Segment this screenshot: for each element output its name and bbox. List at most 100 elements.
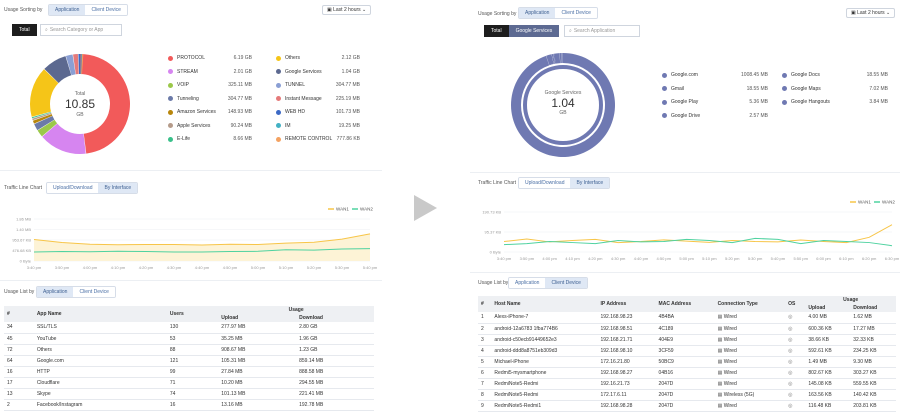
table-row[interactable]: 4 android-ddd8a8751eb309d3 192.168.98.10 3C… xyxy=(478,345,896,356)
legend-item[interactable]: Google Play xyxy=(662,99,698,105)
time-range-dropdown[interactable]: ▣ Last 2 hours ⌄ xyxy=(846,8,896,18)
sort-tab-client-device[interactable]: Client Device xyxy=(85,5,127,15)
table-row[interactable]: 1 Alexs-iPhone-7 192.168.98.23 4B4BA ▦ Wired… xyxy=(478,312,896,323)
legend-item[interactable]: TUNNEL xyxy=(276,82,305,88)
col-num[interactable]: # xyxy=(481,301,484,307)
search-input[interactable]: ⌕ Search Application xyxy=(564,25,640,37)
col-ip[interactable]: IP Address xyxy=(600,301,627,307)
donut-slice-5[interactable] xyxy=(32,112,52,121)
play-icon[interactable] xyxy=(410,194,438,222)
col-connection[interactable]: Connection Type xyxy=(717,301,758,307)
table-row[interactable]: 17 Cloudflare 71 10.20 MB 294.55 MB xyxy=(4,377,374,388)
donut-slice-7[interactable] xyxy=(29,69,59,117)
donut-slice-1[interactable] xyxy=(42,123,86,154)
list-tab-client-device[interactable]: Client Device xyxy=(545,278,587,288)
legend-item[interactable]: PROTOCOL xyxy=(168,55,205,61)
donut-slice-6[interactable] xyxy=(31,111,52,119)
col-upload[interactable]: Upload xyxy=(221,315,239,321)
series-line-wan2[interactable] xyxy=(503,237,893,247)
donut-slice-6[interactable] xyxy=(561,53,563,64)
donut-slice-2[interactable] xyxy=(551,53,555,65)
donut-unit: GB xyxy=(559,110,567,116)
legend-item[interactable]: WEB HD xyxy=(276,109,305,115)
col-os[interactable]: OS xyxy=(788,301,796,307)
legend-item[interactable]: Google Services xyxy=(276,69,322,75)
donut-slice-3[interactable] xyxy=(553,53,556,64)
sort-tab-client-device[interactable]: Client Device xyxy=(555,8,597,18)
table-row[interactable]: 2 android-12a6783 1fba774B6 192.168.98.51 4… xyxy=(478,323,896,334)
col-host-name[interactable]: Host Name xyxy=(494,301,521,307)
legend-item[interactable]: Others xyxy=(276,55,300,61)
legend-item[interactable]: Instant Message xyxy=(276,96,322,102)
donut-slice-12[interactable] xyxy=(80,54,82,75)
col-download[interactable]: Download xyxy=(853,305,878,311)
col-num[interactable]: # xyxy=(7,311,10,317)
table-row[interactable]: 16 HTTP 99 27.84 MB 888.58 MB xyxy=(4,366,374,377)
legend-item[interactable]: VOIP xyxy=(168,82,189,88)
legend-item[interactable]: Google.com xyxy=(662,72,698,78)
legend-item[interactable]: Gmail xyxy=(662,86,684,92)
col-users[interactable]: Users xyxy=(169,311,184,317)
search-input[interactable]: ⌕ Search Category or App xyxy=(40,24,122,36)
legend-value: 8.66 MB xyxy=(233,136,252,142)
list-tab-application[interactable]: Application xyxy=(509,278,546,288)
legend-item[interactable]: REMOTE CONTROL xyxy=(276,136,332,142)
legend-item[interactable]: Amazon Services xyxy=(168,109,216,115)
col-upload[interactable]: Upload xyxy=(808,305,826,311)
table-row[interactable]: 7 RedmiNote5-Redmi 192.16.21.73 2047D ▦ Wire… xyxy=(478,378,896,389)
table-row[interactable]: 45 YouTube 53 35.25 MB 1.96 GB xyxy=(4,333,374,344)
tab-by-interface[interactable]: By Interface xyxy=(98,183,138,193)
legend-item[interactable]: IM xyxy=(276,123,291,129)
donut-slice-10[interactable] xyxy=(73,54,79,75)
tab-google-services[interactable]: Google Services xyxy=(508,25,560,37)
tab-total[interactable]: Total xyxy=(484,25,509,37)
table-row[interactable]: 3 android-c50ecb91449652e3 192.168.21.71 40… xyxy=(478,334,896,345)
series-line-wan1[interactable] xyxy=(503,224,893,244)
tab-by-interface[interactable]: By Interface xyxy=(570,178,610,188)
table-row[interactable]: 13 Skype 74 101.13 MB 221.41 MB xyxy=(4,388,374,399)
legend-item[interactable]: Google Hangouts xyxy=(782,99,830,105)
donut-slice-3[interactable] xyxy=(34,116,55,131)
donut-slice-4[interactable] xyxy=(32,114,53,124)
list-tab-application[interactable]: Application xyxy=(37,287,74,297)
series-line-wan2[interactable] xyxy=(33,248,371,253)
sort-tab-application[interactable]: Application xyxy=(519,8,556,18)
col-app-name[interactable]: App Name xyxy=(36,311,62,317)
legend-value: 148.93 MB xyxy=(227,109,252,115)
legend-item[interactable]: Google Maps xyxy=(782,86,821,92)
legend-item[interactable]: E-Life xyxy=(168,136,190,142)
donut-slice-2[interactable] xyxy=(37,119,58,137)
table-row[interactable]: 6 Redmi5-mysmartphone 192.168.98.27 04B16 ▦ … xyxy=(478,367,896,378)
legend-item[interactable]: STREAM xyxy=(168,69,198,75)
table-row[interactable]: 8 RedmiNote5-Redmi 172.17.6.11 2047D ▦ Wirel… xyxy=(478,389,896,400)
donut-slice-1[interactable] xyxy=(546,54,554,66)
table-row[interactable]: 2 Facebook/Instagram 16 13.16 MB 192.78 MB xyxy=(4,399,374,410)
legend-item[interactable]: Google Docs xyxy=(782,72,820,78)
time-range-dropdown[interactable]: ▣ Last 2 hours ⌄ xyxy=(322,5,372,15)
legend-item[interactable]: Google Drive xyxy=(662,113,700,119)
table-row[interactable]: 9 RedmiNote5-Redmi1 192.168.98.28 2047D ▦ Wi… xyxy=(478,400,896,411)
tab-upload-download[interactable]: Upload/Download xyxy=(47,183,99,193)
series-line-wan1[interactable] xyxy=(33,233,371,246)
tab-total[interactable]: Total xyxy=(12,24,37,36)
donut-slice-0[interactable] xyxy=(80,54,131,154)
legend-item[interactable]: Apple Services xyxy=(168,123,210,129)
table-row[interactable]: 64 Google.com 121 105.31 MB 859.14 MB xyxy=(4,355,374,366)
list-tab-client-device[interactable]: Client Device xyxy=(73,287,115,297)
donut-slice-4[interactable] xyxy=(554,53,561,64)
donut-slice-5[interactable] xyxy=(559,53,562,64)
col-mac[interactable]: MAC Address xyxy=(658,301,692,307)
donut-slice-13[interactable] xyxy=(81,54,84,75)
donut-slice-9[interactable] xyxy=(65,54,76,76)
legend-label: Gmail xyxy=(671,85,685,92)
table-row[interactable]: 5 Michael-iPhone 172.16.21.80 50BC9 ▦ Wired ◎… xyxy=(478,356,896,367)
legend-item[interactable]: Tunneling xyxy=(168,96,199,102)
donut-slice-8[interactable] xyxy=(44,56,72,83)
donut-slice-11[interactable] xyxy=(78,54,81,75)
table-row[interactable]: 34 SSL/TLS 130 277.97 MB 2.80 GB xyxy=(4,322,374,333)
col-download[interactable]: Download xyxy=(299,315,323,321)
table-row[interactable]: 72 Others 88 908.67 MB 1.23 GB xyxy=(4,344,374,355)
tab-upload-download[interactable]: Upload/Download xyxy=(519,178,571,188)
connection-type: Wired xyxy=(723,402,737,409)
sort-tab-application[interactable]: Application xyxy=(49,5,86,15)
